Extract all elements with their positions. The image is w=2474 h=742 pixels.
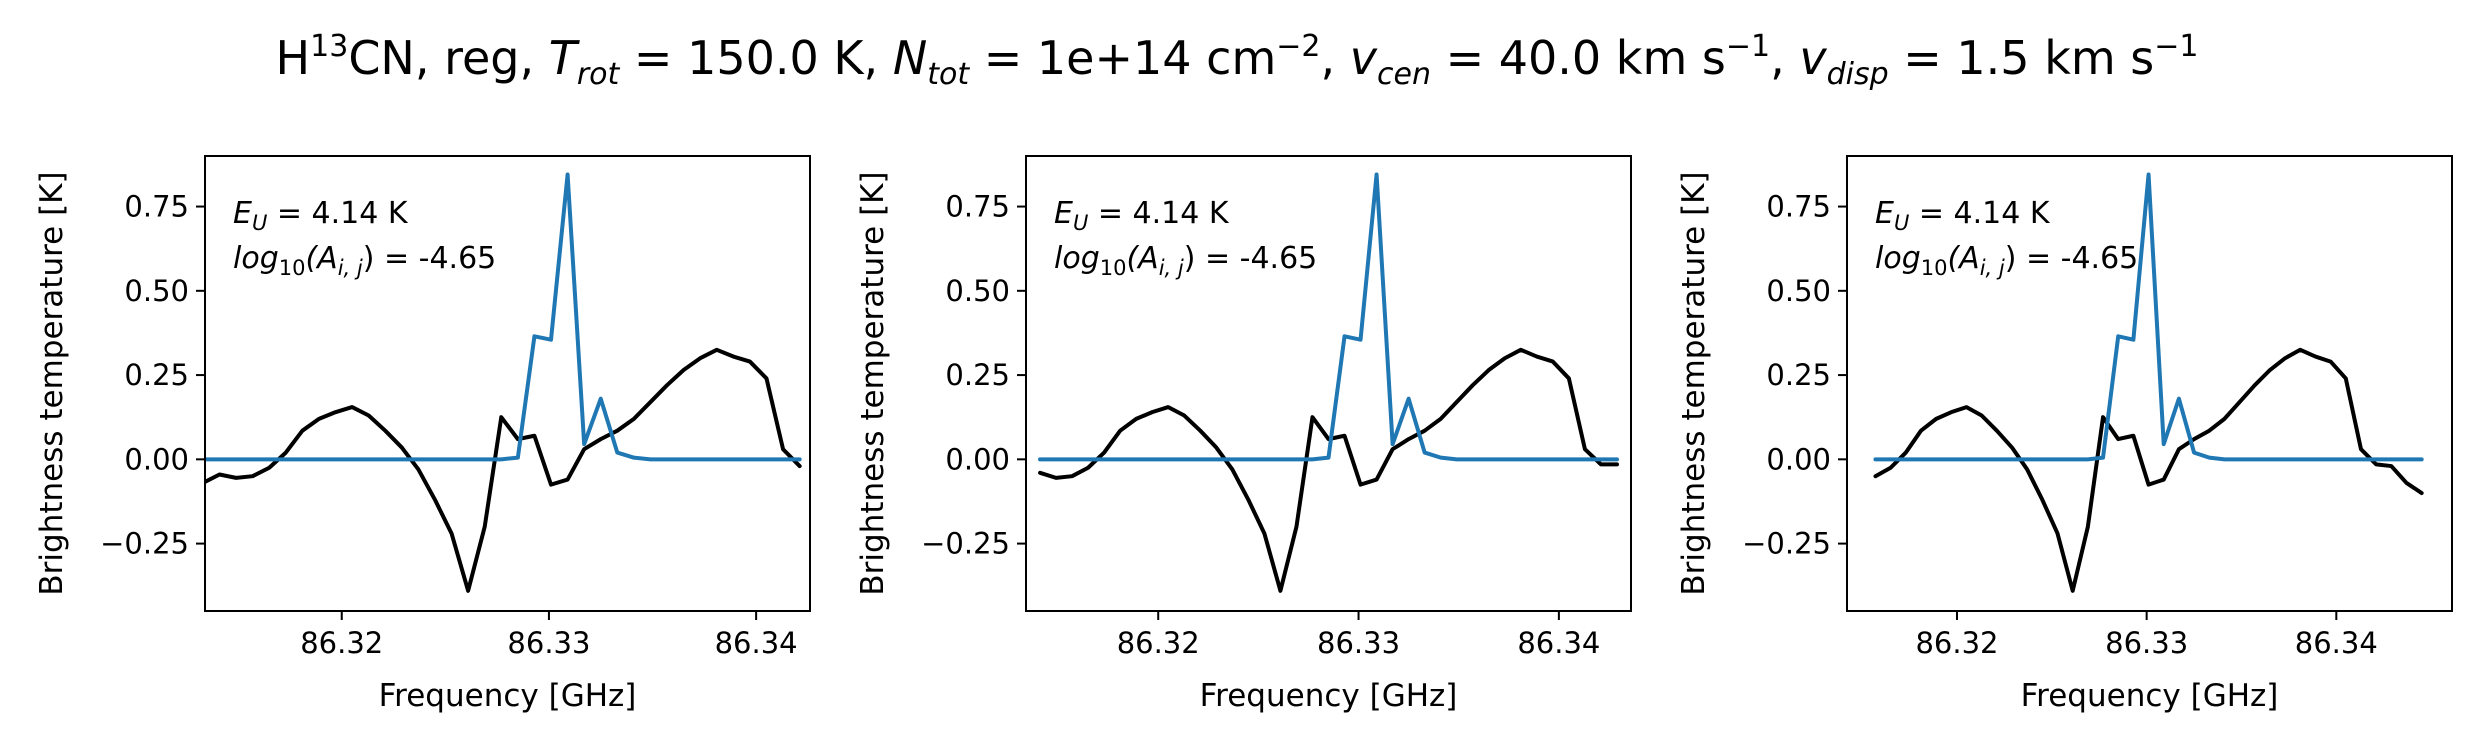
y-axis-label: Brightness temperature [K] — [1676, 171, 1712, 595]
plot-frame — [1025, 155, 1632, 612]
upper-energy-annotation: EU = 4.14 K — [233, 196, 409, 235]
y-tick-label: 0.00 — [124, 442, 189, 476]
x-tick-label: 86.32 — [1117, 626, 1200, 660]
y-tick-label: 0.00 — [1766, 442, 1831, 476]
upper-energy-annotation: EU = 4.14 K — [1875, 196, 2051, 235]
chart-panel-1: 0.75 0.50 0.25 0.00 −0.25 86.32 86.33 86.34 Freq… — [34, 155, 811, 714]
chart-panel-2: 0.75 0.50 0.25 0.00 −0.25 86.32 86.33 86.34 Freq… — [855, 155, 1632, 714]
observed-spectrum-line — [205, 347, 802, 593]
x-axis-label: Frequency [GHz] — [1200, 678, 1458, 714]
y-axis-label: Brightness temperature [K] — [855, 171, 891, 595]
model-spectrum-line — [205, 172, 802, 462]
x-tick-label: 86.32 — [1915, 626, 1998, 660]
chart-panel-3: 0.75 0.50 0.25 0.00 −0.25 86.32 86.33 86.34 Freq… — [1676, 155, 2453, 714]
y-tick-label: 0.25 — [1766, 358, 1831, 392]
y-tick-label: 0.50 — [124, 274, 189, 308]
y-tick-label: 0.50 — [1766, 274, 1831, 308]
y-tick-label: 0.00 — [945, 442, 1010, 476]
observed-spectrum-line — [1038, 347, 1619, 593]
y-tick-label: −0.25 — [100, 527, 189, 561]
y-tick-label: 0.25 — [945, 358, 1010, 392]
upper-energy-annotation: EU = 4.14 K — [1054, 196, 1230, 235]
x-tick-label: 86.32 — [300, 626, 383, 660]
y-tick-label: 0.75 — [124, 190, 189, 224]
observed-spectrum-line — [1873, 347, 2424, 593]
plot-frame — [204, 155, 811, 612]
y-tick-label: 0.50 — [945, 274, 1010, 308]
y-tick-label: 0.75 — [1766, 190, 1831, 224]
y-tick-label: −0.25 — [921, 527, 1010, 561]
model-spectrum-line — [1873, 172, 2424, 462]
x-tick-label: 86.33 — [507, 626, 590, 660]
y-tick-label: −0.25 — [1742, 527, 1831, 561]
x-tick-label: 86.34 — [1517, 626, 1600, 660]
x-tick-label: 86.34 — [2295, 626, 2378, 660]
x-tick-label: 86.33 — [1317, 626, 1400, 660]
x-tick-label: 86.34 — [715, 626, 798, 660]
einstein-coefficient-annotation: log10(Ai, j) = -4.65 — [1054, 241, 1317, 280]
x-axis-label: Frequency [GHz] — [379, 678, 637, 714]
y-axis-label: Brightness temperature [K] — [34, 171, 70, 595]
y-tick-label: 0.75 — [945, 190, 1010, 224]
plot-frame — [1846, 155, 2453, 612]
einstein-coefficient-annotation: log10(Ai, j) = -4.65 — [233, 241, 496, 280]
panels-group: 0.75 0.50 0.25 0.00 −0.25 86.32 86.33 86.34 Freq… — [34, 155, 2453, 714]
figure-title: H13CN, reg, Trot = 150.0 K, Ntot = 1e+14… — [276, 29, 2199, 92]
y-tick-label: 0.25 — [124, 358, 189, 392]
einstein-coefficient-annotation: log10(Ai, j) = -4.65 — [1875, 241, 2138, 280]
x-axis-label: Frequency [GHz] — [2021, 678, 2279, 714]
model-spectrum-line — [1038, 172, 1619, 462]
x-tick-label: 86.33 — [2105, 626, 2188, 660]
